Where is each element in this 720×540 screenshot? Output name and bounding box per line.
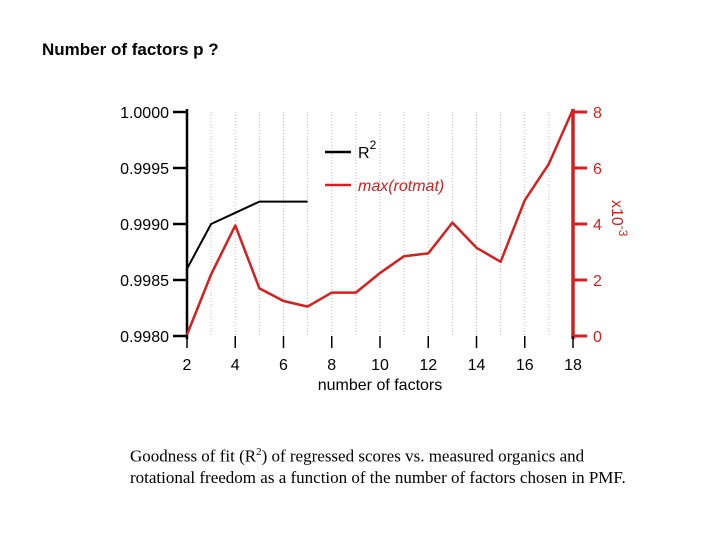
x-tick-label: 4 [231,357,240,374]
right-tick-label: 2 [593,273,602,290]
x-tick-label: 16 [516,357,534,374]
x-tick-label: 10 [371,357,389,374]
right-axis-scale-label: x10-3 [608,200,630,237]
legend-label: R2 [358,138,377,162]
slide-title: Number of factors p ? [42,40,219,59]
series-line-max-rotmat [185,108,575,336]
right-tick-label: 4 [593,217,602,234]
x-tick-label: 8 [327,357,336,374]
right-tick-label: 8 [593,105,602,122]
right-tick-label: 6 [593,161,602,178]
x-tick-label: 12 [419,357,437,374]
x-tick-label: 14 [468,357,486,374]
series-line-r2 [186,200,308,270]
x-tick-label: 6 [279,357,288,374]
caption-superscript: 2 [256,446,262,458]
x-axis-label: number of factors [318,377,443,394]
right-tick-label: 0 [593,329,602,346]
figure-caption: Goodness of fit (R2) of regressed scores… [130,442,630,488]
left-tick-label: 0.9985 [120,273,169,290]
left-tick-label: 0.9980 [120,329,169,346]
left-tick-label: 0.9995 [120,161,169,178]
caption-text-after: ) of regressed scores vs. measured organ… [130,446,626,487]
left-tick-label: 1.0000 [120,105,169,122]
caption-text-before: Goodness of fit (R [130,446,257,466]
left-tick-label: 0.9990 [120,217,169,234]
legend-label: max(rotmat) [358,178,444,195]
x-tick-label: 18 [564,357,582,374]
x-tick-label: 2 [183,357,192,374]
